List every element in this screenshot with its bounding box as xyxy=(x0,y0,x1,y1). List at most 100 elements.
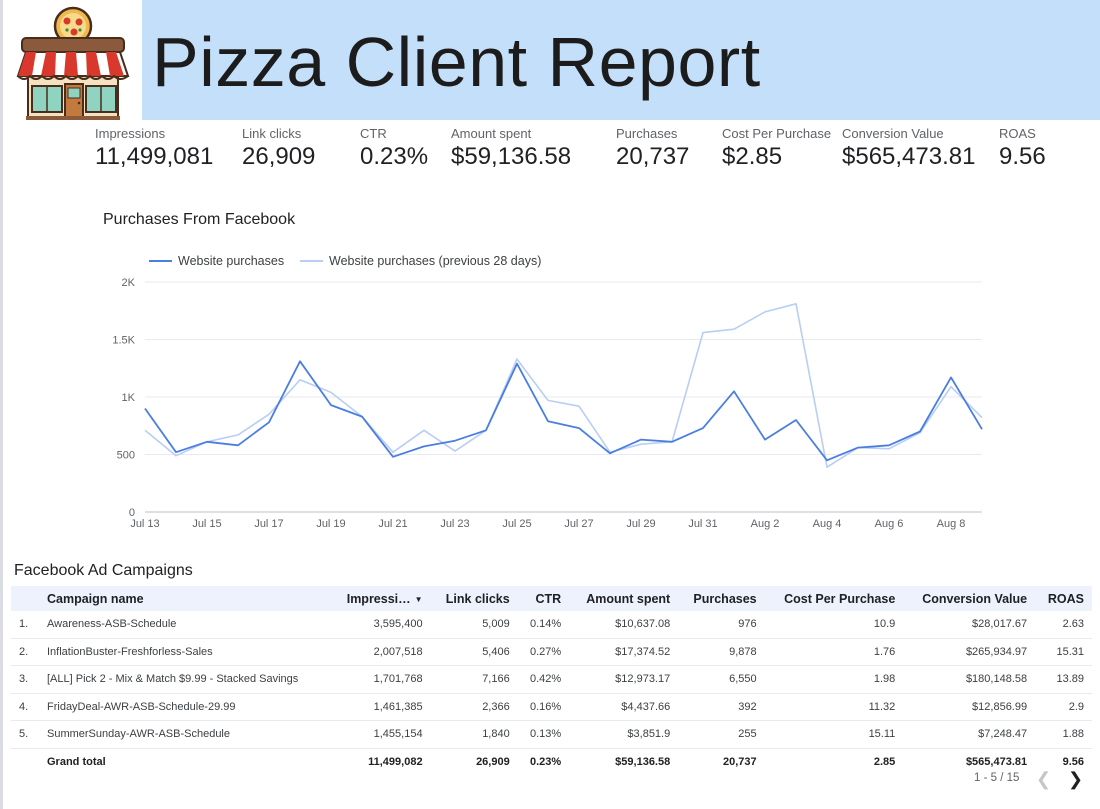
data-point[interactable] xyxy=(452,448,458,454)
table-cell: $10,637.08 xyxy=(569,611,679,639)
table-cell: 1,461,385 xyxy=(330,693,431,721)
campaigns-table: Campaign name Impressi… ▼ Link clicks CTR… xyxy=(11,586,1092,775)
data-point[interactable] xyxy=(452,438,458,444)
campaign-name-cell: InflationBuster-Freshforless-Sales xyxy=(39,638,331,666)
col-header-campaign-name[interactable]: Campaign name xyxy=(39,586,331,611)
data-point[interactable] xyxy=(142,427,148,433)
kpi-impressions: Impressions 11,499,081 xyxy=(95,126,213,171)
legend-label-current[interactable]: Website purchases xyxy=(178,254,284,268)
col-header-conversion-value[interactable]: Conversion Value xyxy=(903,586,1036,611)
row-index: 1. xyxy=(11,611,39,639)
table-cell: 2,366 xyxy=(430,693,518,721)
sort-descending-icon[interactable]: ▼ xyxy=(414,594,423,604)
table-cell: 976 xyxy=(678,611,765,639)
table-cell: 9,878 xyxy=(678,638,765,666)
table-cell: 0.42% xyxy=(517,665,570,694)
data-point[interactable] xyxy=(390,454,396,460)
grand-total-cell: $59,136.58 xyxy=(615,755,671,768)
data-point[interactable] xyxy=(266,419,272,425)
y-tick-label: 500 xyxy=(117,450,135,462)
data-point[interactable] xyxy=(607,450,613,456)
col-header-link-clicks[interactable]: Link clicks xyxy=(430,586,518,611)
table-cell: $12,856.99 xyxy=(903,693,1036,721)
grand-total-cell: 9.56 xyxy=(1062,755,1084,768)
chart-title: Purchases From Facebook xyxy=(103,211,296,228)
data-point[interactable] xyxy=(421,427,427,433)
col-header-roas[interactable]: ROAS xyxy=(1035,586,1092,611)
data-point[interactable] xyxy=(948,384,954,390)
col-header-cost-per-purchase[interactable]: Cost Per Purchase xyxy=(764,586,904,611)
data-point[interactable] xyxy=(328,402,334,408)
table-cell: $4,437.66 xyxy=(569,693,679,721)
table-cell: $3,851.9 xyxy=(569,720,679,749)
x-tick-label: Jul 13 xyxy=(130,518,159,530)
data-point[interactable] xyxy=(700,425,706,431)
kpi-value: 9.56 xyxy=(999,143,1046,170)
legend-label-previous[interactable]: Website purchases (previous 28 days) xyxy=(329,254,541,268)
data-point[interactable] xyxy=(204,439,210,445)
data-point[interactable] xyxy=(793,417,799,423)
data-point[interactable] xyxy=(762,437,768,443)
campaign-name-cell: FridayDeal-AWR-ASB-Schedule-29.99 xyxy=(39,693,331,721)
col-header-ctr[interactable]: CTR xyxy=(517,586,570,611)
col-index-header xyxy=(11,586,39,611)
col-header-amount-spent[interactable]: Amount spent xyxy=(569,586,679,611)
data-point[interactable] xyxy=(824,457,830,463)
data-point[interactable] xyxy=(700,330,706,336)
table-cell: 1,840 xyxy=(430,720,518,749)
table-cell: 1,701,768 xyxy=(330,665,431,694)
data-point[interactable] xyxy=(638,437,644,443)
kpi-amount-spent: Amount spent $59,136.58 xyxy=(451,126,571,171)
row-index: 4. xyxy=(11,693,39,721)
table-row[interactable]: 2. InflationBuster-Freshforless-Sales 2,00… xyxy=(11,638,1092,666)
data-point[interactable] xyxy=(235,442,241,448)
col-header-label: Impressi… xyxy=(346,591,411,606)
table-row[interactable]: 1. Awareness-ASB-Schedule 3,595,400 5,009 0.… xyxy=(11,611,1092,639)
data-point[interactable] xyxy=(762,309,768,315)
data-point[interactable] xyxy=(669,439,675,445)
data-point[interactable] xyxy=(421,443,427,449)
data-point[interactable] xyxy=(359,414,365,420)
data-point[interactable] xyxy=(576,403,582,409)
row-index: 2. xyxy=(11,638,39,666)
data-point[interactable] xyxy=(142,406,148,412)
table-row[interactable]: 4. FridayDeal-AWR-ASB-Schedule-29.99 1,461… xyxy=(11,693,1092,721)
data-point[interactable] xyxy=(855,445,861,451)
data-point[interactable] xyxy=(545,397,551,403)
table-cell: 392 xyxy=(678,693,765,721)
data-point[interactable] xyxy=(514,361,520,367)
data-point[interactable] xyxy=(173,449,179,455)
data-point[interactable] xyxy=(948,374,954,380)
table-cell: 11.32 xyxy=(764,693,904,721)
data-point[interactable] xyxy=(886,442,892,448)
data-point[interactable] xyxy=(297,377,303,383)
data-point[interactable] xyxy=(824,464,830,470)
data-point[interactable] xyxy=(297,358,303,364)
data-point[interactable] xyxy=(917,429,923,435)
data-point[interactable] xyxy=(979,415,985,421)
data-point[interactable] xyxy=(979,426,985,432)
data-point[interactable] xyxy=(731,388,737,394)
col-header-purchases[interactable]: Purchases xyxy=(678,586,765,611)
page-left-border xyxy=(0,0,3,809)
data-point[interactable] xyxy=(793,301,799,307)
table-cell: 5,406 xyxy=(430,638,518,666)
data-point[interactable] xyxy=(731,326,737,332)
series-line-previous[interactable] xyxy=(144,302,983,468)
chevron-right-icon[interactable]: ❯ xyxy=(1068,769,1084,789)
table-row[interactable]: 5. SummerSunday-AWR-ASB-Schedule 1,455,154… xyxy=(11,720,1092,749)
table-cell: 1.88 xyxy=(1035,720,1092,749)
data-point[interactable] xyxy=(328,389,334,395)
table-body: 1. Awareness-ASB-Schedule 3,595,400 5,009 0.… xyxy=(11,611,1092,775)
data-point[interactable] xyxy=(545,418,551,424)
chevron-left-icon[interactable]: ❮ xyxy=(1036,769,1052,789)
table-cell: 6,550 xyxy=(678,665,765,694)
data-point[interactable] xyxy=(576,425,582,431)
table-cell: 5,009 xyxy=(430,611,518,639)
series-line-current[interactable] xyxy=(144,360,983,462)
table-row[interactable]: 3. [ALL] Pick 2 - Mix & Match $9.99 - Sta… xyxy=(11,665,1092,694)
data-point[interactable] xyxy=(235,432,241,438)
col-header-impressions[interactable]: Impressi… ▼ xyxy=(330,586,431,611)
data-point[interactable] xyxy=(483,427,489,433)
kpi-label: CTR xyxy=(360,126,387,141)
